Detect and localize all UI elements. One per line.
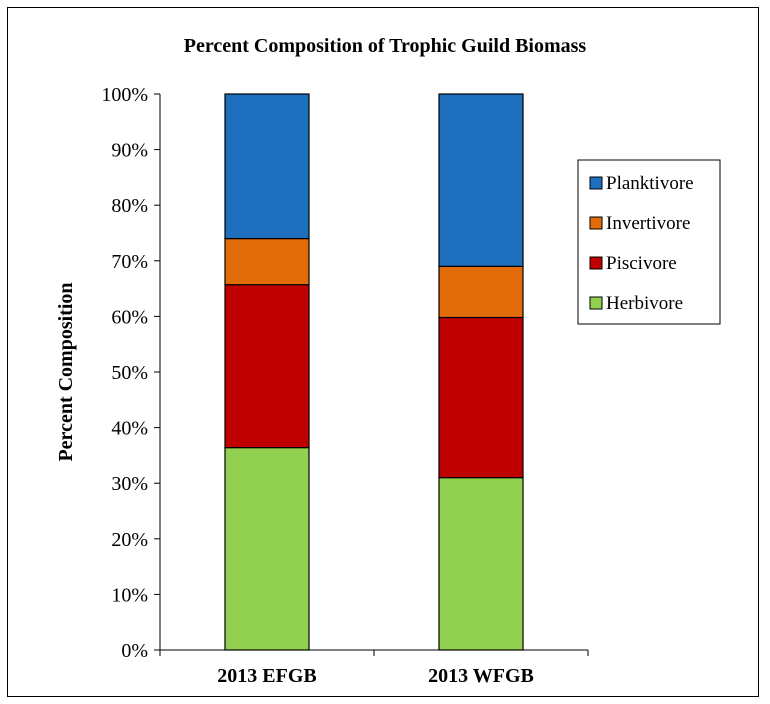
x-category-label: 2013 WFGB [428, 665, 534, 687]
y-tick-label: 90% [111, 140, 148, 162]
bar-segment-piscivore [224, 284, 310, 449]
legend-label-planktivore: Planktivore [606, 173, 694, 194]
bar-segment-planktivore [224, 93, 310, 240]
y-tick-label: 50% [111, 362, 148, 384]
legend-swatch-planktivore [589, 176, 603, 190]
bar-segment-piscivore [438, 316, 524, 479]
legend-label-invertivore: Invertivore [606, 213, 690, 234]
y-tick-label: 20% [111, 529, 148, 551]
bar-segment-planktivore [438, 93, 524, 267]
y-axis-ticks: 0% 10% 20% 30% 40% 50% 60% 70% 80% 90% 100% [101, 84, 160, 662]
y-tick-label: 60% [111, 306, 148, 328]
chart-title: Percent Composition of Trophic Guild Bio… [184, 35, 587, 57]
axes [159, 94, 589, 656]
category-labels: 2013 EFGB 2013 WFGB [217, 665, 534, 687]
y-tick-label: 40% [111, 418, 148, 440]
legend-swatch-invertivore [589, 216, 603, 230]
bars [224, 93, 524, 651]
y-tick-label: 0% [121, 640, 148, 662]
x-category-label: 2013 EFGB [217, 665, 316, 687]
bar-segment-invertivore [438, 265, 524, 319]
y-tick-label: 30% [111, 473, 148, 495]
y-axis-label: Percent Composition [55, 282, 77, 461]
legend-swatch-herbivore [589, 296, 603, 310]
y-tick-label: 70% [111, 251, 148, 273]
y-tick-label: 10% [111, 584, 148, 606]
bar-segment-invertivore [224, 237, 310, 286]
bar-segment-herbivore [224, 447, 310, 651]
y-tick-label: 80% [111, 195, 148, 217]
legend-swatch-piscivore [589, 256, 603, 270]
legend-label-herbivore: Herbivore [606, 293, 683, 314]
y-tick-label: 100% [101, 84, 148, 106]
bar-segment-herbivore [438, 477, 524, 651]
chart-frame [7, 7, 759, 697]
legend: Planktivore Invertivore Piscivore Herbivore [577, 159, 721, 325]
legend-label-piscivore: Piscivore [606, 253, 677, 274]
